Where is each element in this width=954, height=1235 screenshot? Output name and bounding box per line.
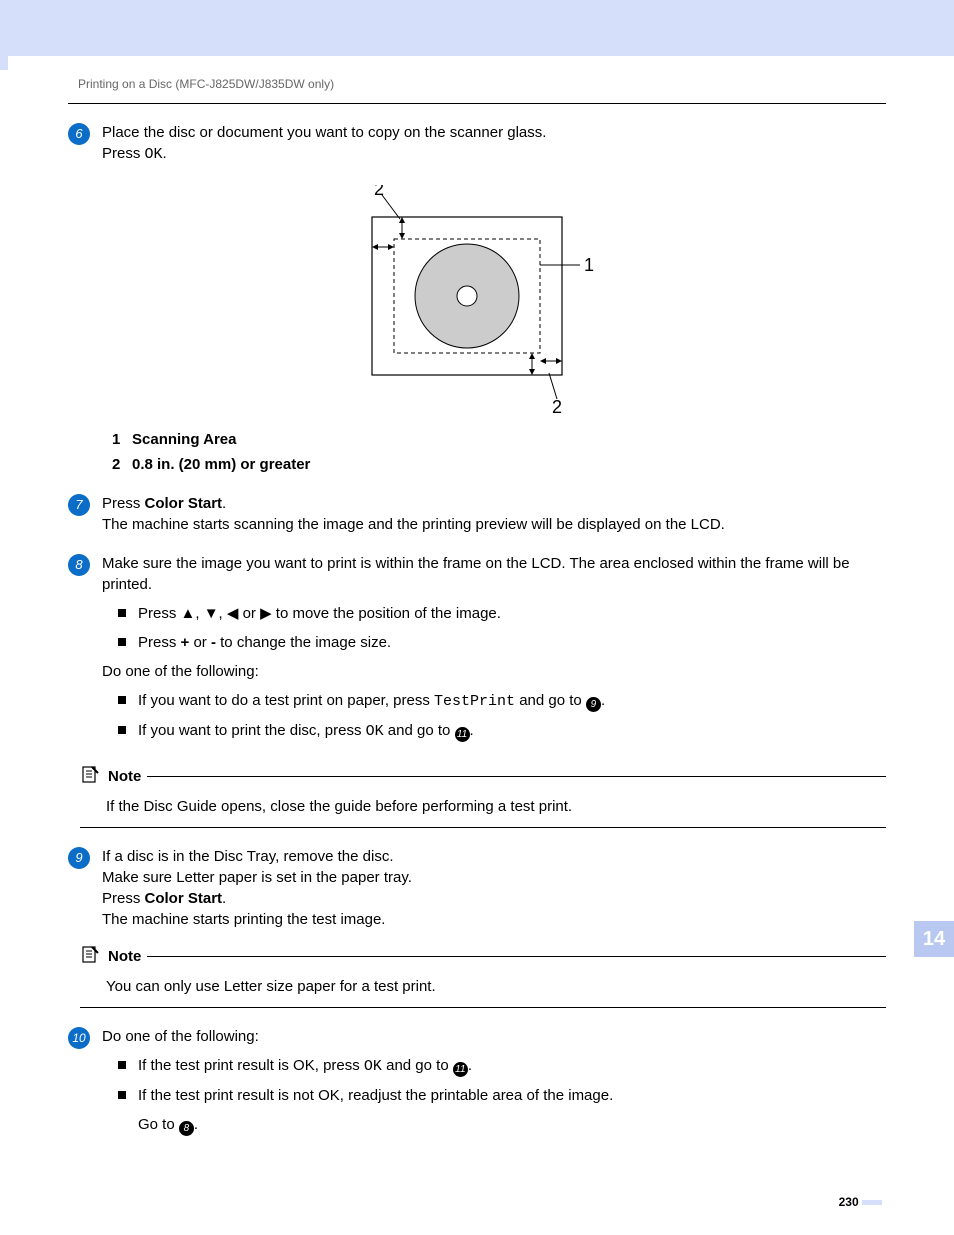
step-num-badge: 6 (68, 123, 90, 145)
step-10: 10 Do one of the following: If the test … (68, 1026, 886, 1144)
bullet-icon (118, 726, 126, 734)
step-num-badge: 8 (68, 554, 90, 576)
step-7: 7 Press Color Start. The machine starts … (68, 493, 886, 535)
note-icon (80, 944, 102, 970)
footer-bar (862, 1200, 882, 1205)
header-rule (68, 103, 886, 104)
ref-badge: 9 (586, 697, 601, 712)
bullet-item: Press + or - to change the image size. (118, 632, 886, 653)
section-header: Printing on a Disc (MFC-J825DW/J835DW on… (78, 76, 886, 93)
step-text: Press Color Start. (102, 493, 886, 514)
diagram-label: 2 (552, 397, 562, 415)
step-body: If a disc is in the Disc Tray, remove th… (102, 846, 886, 930)
step-text: Do one of the following: (102, 1026, 886, 1047)
step-8: 8 Make sure the image you want to print … (68, 553, 886, 750)
step-body: Place the disc or document you want to c… (102, 122, 886, 165)
diagram-label: 1 (584, 255, 594, 275)
step-6: 6 Place the disc or document you want to… (68, 122, 886, 165)
note-icon (80, 764, 102, 790)
step-text: Make sure the image you want to print is… (102, 553, 886, 595)
bullet-icon (118, 638, 126, 646)
legend-item: 2 0.8 in. (20 mm) or greater (112, 454, 886, 475)
diagram-legend: 1 Scanning Area 2 0.8 in. (20 mm) or gre… (112, 429, 886, 475)
bullet-item: Press ▲, ▼, ◀ or ▶ to move the position … (118, 603, 886, 624)
bullet-item: If the test print result is OK, press OK… (118, 1055, 886, 1077)
step-text: If a disc is in the Disc Tray, remove th… (102, 846, 886, 867)
left-stripe (0, 56, 8, 70)
step-text: Place the disc or document you want to c… (102, 122, 886, 143)
step-body: Make sure the image you want to print is… (102, 553, 886, 750)
legend-item: 1 Scanning Area (112, 429, 886, 450)
note-label: Note (108, 766, 141, 787)
page-number: 230 (839, 1195, 859, 1209)
chapter-tab: 14 (914, 921, 954, 957)
step-text: Make sure Letter paper is set in the pap… (102, 867, 886, 888)
note-block: Note You can only use Letter size paper … (80, 944, 886, 1008)
bullet-icon (118, 696, 126, 704)
ref-badge: 11 (453, 1062, 468, 1077)
diagram-label: 2 (374, 185, 384, 199)
step-text: Do one of the following: (102, 661, 886, 682)
step-body: Do one of the following: If the test pri… (102, 1026, 886, 1144)
ref-badge: 8 (179, 1121, 194, 1136)
diagram-svg: 2 1 2 (352, 185, 602, 415)
bullet-icon (118, 1061, 126, 1069)
page-footer: 230 (0, 1164, 954, 1231)
top-band (0, 0, 954, 56)
step-text: Press OK. (102, 143, 886, 165)
scanner-diagram: 2 1 2 (68, 185, 886, 415)
step-text: Press Color Start. (102, 888, 886, 909)
step-num-badge: 10 (68, 1027, 90, 1049)
page-content: Printing on a Disc (MFC-J825DW/J835DW on… (0, 76, 954, 1164)
bullet-item: If the test print result is not OK, read… (118, 1085, 886, 1136)
step-text: The machine starts scanning the image an… (102, 514, 886, 535)
note-label: Note (108, 946, 141, 967)
note-rule (147, 776, 886, 777)
step-num-badge: 9 (68, 847, 90, 869)
step-9: 9 If a disc is in the Disc Tray, remove … (68, 846, 886, 930)
step-body: Press Color Start. The machine starts sc… (102, 493, 886, 535)
note-rule (147, 956, 886, 957)
note-text: If the Disc Guide opens, close the guide… (106, 796, 886, 817)
bullet-item: If you want to print the disc, press OK … (118, 720, 886, 742)
step-text: The machine starts printing the test ima… (102, 909, 886, 930)
note-block: Note If the Disc Guide opens, close the … (80, 764, 886, 828)
bullet-item: If you want to do a test print on paper,… (118, 690, 886, 712)
ref-badge: 11 (455, 727, 470, 742)
bullet-icon (118, 609, 126, 617)
note-rule (80, 827, 886, 828)
step-num-badge: 7 (68, 494, 90, 516)
note-rule (80, 1007, 886, 1008)
note-text: You can only use Letter size paper for a… (106, 976, 886, 997)
bullet-icon (118, 1091, 126, 1099)
